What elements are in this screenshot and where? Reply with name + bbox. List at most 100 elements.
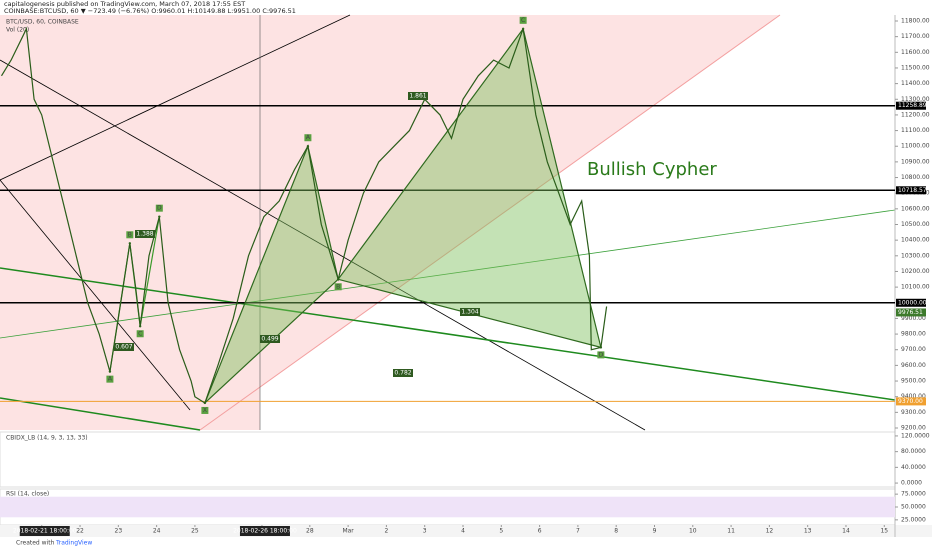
y-tick-label: 80.0000 (901, 448, 926, 455)
y-tick-label: 10600.00 (901, 205, 930, 212)
y-tick-label: 9400.00 (901, 393, 926, 400)
x-tick-label: 7 (576, 528, 580, 535)
ratio-label: 0.782 (394, 370, 411, 377)
publisher: capitalogenesis published on TradingView… (4, 0, 245, 8)
point-label: X (203, 407, 207, 414)
trend-line (0, 209, 896, 339)
level-label: 9370.00 (898, 398, 923, 405)
y-tick-label: 11600.00 (901, 49, 930, 56)
x-tick-label: 6 (538, 528, 542, 535)
x-tick-label: 9 (653, 528, 657, 535)
ratio-label: 0.607 (115, 344, 132, 351)
x-tick-label: 13 (804, 528, 812, 535)
point-label: A (108, 376, 113, 383)
level-label: 10000.00 (898, 299, 927, 306)
x-tick-label: 2018-02-26 18:00:00 (233, 528, 297, 535)
point-badge (201, 406, 209, 414)
point-badge (106, 375, 114, 383)
point-label: D (599, 351, 604, 358)
x-tick-label: 28 (306, 528, 314, 535)
x-tick-label: 15 (880, 528, 888, 535)
date-badge (239, 526, 290, 536)
y-tick-label: 11300.00 (901, 96, 930, 103)
x-tick-label: 10 (689, 528, 697, 535)
x-tick-label: 5 (499, 528, 503, 535)
point-label: D (157, 205, 162, 212)
level-badge (896, 186, 926, 195)
annotation: Bullish Cypher (587, 159, 717, 180)
x-tick-label: 22 (76, 528, 84, 535)
point-label: A (306, 134, 311, 141)
level-badge (896, 298, 926, 307)
point-badge (155, 204, 163, 212)
point-label: C (521, 17, 525, 24)
y-tick-label: 9300.00 (901, 409, 926, 416)
point-badge (519, 16, 527, 24)
point-label: B (128, 231, 132, 238)
y-tick-label: 10200.00 (901, 268, 930, 275)
ratio-label: 1.304 (461, 309, 478, 316)
chart-subtitle: Vol (20) (6, 27, 29, 34)
x-tick-label: 11 (727, 528, 735, 535)
date-badge (19, 526, 70, 536)
y-tick-label: 9600.00 (901, 362, 926, 369)
y-tick-label: 11700.00 (901, 33, 930, 40)
trend-line (199, 14, 781, 431)
y-tick-label: 9500.00 (901, 378, 926, 385)
x-tick-label: 2 (385, 528, 389, 535)
level-badge (896, 101, 926, 110)
ratio-badge (460, 308, 480, 316)
x-tick-label: 12 (766, 528, 774, 535)
point-label: C (138, 330, 142, 337)
level-label: 10718.57 (898, 187, 927, 194)
x-tick-label: 4 (461, 528, 465, 535)
ratio-badge (260, 335, 280, 343)
ratio-label: 0.499 (261, 336, 278, 343)
ratio-badge (114, 343, 134, 351)
point-label: B (336, 283, 340, 290)
trend-line (0, 14, 351, 181)
y-tick-label: 11100.00 (901, 127, 930, 134)
y-tick-label: 40.0000 (901, 464, 926, 471)
level-badge (896, 308, 926, 317)
x-tick-label: 2018-02-21 18:00:00 (13, 528, 77, 535)
footer-created: Created with (16, 540, 55, 547)
x-tick-label: 3 (423, 528, 427, 535)
indicator-name: RSI (14, close) (6, 491, 49, 498)
trend-line (0, 179, 191, 411)
y-tick-label: 10400.00 (901, 237, 930, 244)
y-tick-label: 11200.00 (901, 111, 930, 118)
y-tick-label: 10100.00 (901, 284, 930, 291)
y-tick-label: 10900.00 (901, 158, 930, 165)
x-tick-label: 14 (842, 528, 850, 535)
y-tick-label: 25.0000 (901, 516, 926, 523)
y-tick-label: 9900.00 (901, 315, 926, 322)
level-badge (896, 397, 926, 406)
y-tick-label: 11500.00 (901, 64, 930, 71)
ratio-badge (408, 92, 428, 100)
rsi-band (0, 496, 895, 518)
symbol-line: COINBASE:BTCUSD, 60 ▼ −723.49 (−6.76%) O… (4, 7, 296, 15)
cbidx-panel (0, 431, 896, 488)
y-tick-label: 11400.00 (901, 80, 930, 87)
y-tick-label: 11800.00 (901, 18, 930, 25)
trend-line (0, 397, 201, 431)
indicator-name: CBIDX_LB (14, 9, 3, 13, 33) (6, 435, 88, 442)
point-badge (304, 134, 312, 142)
y-tick-label: 50.0000 (901, 504, 926, 511)
x-tick-label: Mar (342, 528, 354, 535)
point-badge (126, 231, 134, 239)
y-tick-label: 75.0000 (901, 491, 926, 498)
y-tick-label: 11000.00 (901, 143, 930, 150)
x-tick-label: 8 (614, 528, 618, 535)
y-tick-label: 10800.00 (901, 174, 930, 181)
ratio-label: 1.388 (136, 231, 153, 238)
point-badge (334, 283, 342, 291)
point-badge (136, 330, 144, 338)
ratio-label: 1.861 (409, 93, 426, 100)
y-tick-label: 10500.00 (901, 221, 930, 228)
point-badge (597, 351, 605, 359)
price-line (0, 26, 608, 404)
chart-title: BTC/USD, 60, COINBASE (6, 19, 79, 26)
footer-brand: TradingView (55, 540, 92, 547)
